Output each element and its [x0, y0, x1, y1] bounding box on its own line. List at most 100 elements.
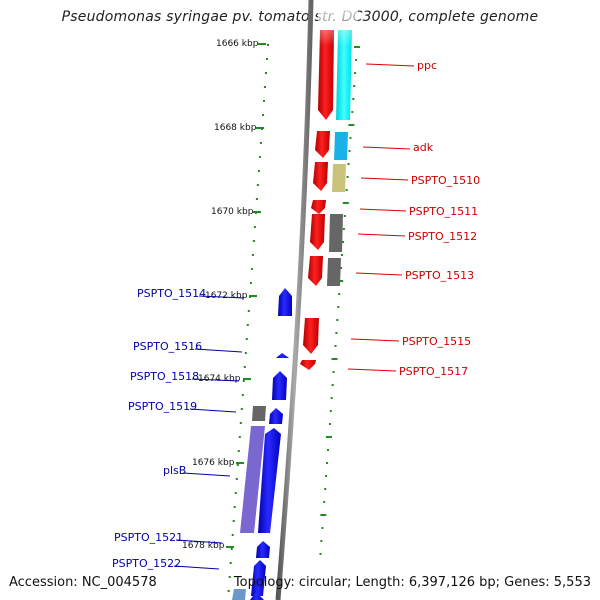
- tick-dot: [338, 293, 341, 295]
- feature-gray-reverse: [252, 406, 266, 421]
- gene-pspto-1522[interactable]: [251, 560, 266, 596]
- tick-dot: [343, 215, 346, 217]
- label-pspto-1513: PSPTO_1513: [405, 269, 474, 282]
- tick-dot: [347, 163, 350, 165]
- tick-dot: [354, 72, 357, 74]
- label-ppc: ppc: [417, 59, 437, 72]
- tick-dot: [239, 422, 242, 424]
- gene-pspto-1516[interactable]: [276, 353, 289, 358]
- gene-pspto-1518[interactable]: [272, 371, 287, 400]
- tick-dot: [233, 506, 236, 508]
- map-title: Pseudomonas syringae pv. tomato str. DC3…: [61, 9, 539, 25]
- label-pspto-1515: PSPTO_1515: [402, 335, 471, 348]
- gene-pspto-1513[interactable]: [308, 256, 323, 286]
- gene-ppc[interactable]: [318, 30, 334, 120]
- tick-dot: [319, 553, 322, 555]
- tick-dot: [237, 450, 240, 452]
- label-pspto-1522: PSPTO_1522: [112, 557, 181, 570]
- reverse-gene-labels: PSPTO_1514 PSPTO_1516 PSPTO_1518 PSPTO_1…: [112, 287, 245, 570]
- tick-dot: [249, 282, 252, 284]
- tick-dot: [327, 449, 329, 451]
- tick-dot: [320, 540, 323, 542]
- gene-pspto-1515[interactable]: [303, 318, 319, 354]
- ruler-label-1676: 1676 kbp: [192, 458, 235, 468]
- tick-dot: [251, 254, 254, 256]
- gene-pspto-1510[interactable]: [313, 162, 328, 191]
- tick-dot: [337, 306, 340, 308]
- forward-gene-labels: ppc adk PSPTO_1510 PSPTO_1511 PSPTO_1512…: [347, 59, 480, 378]
- reverse-strand-genes: [250, 288, 292, 600]
- label-pspto-1516: PSPTO_1516: [133, 340, 202, 353]
- gene-pspto-1512[interactable]: [310, 214, 325, 250]
- tick-dot: [342, 228, 345, 230]
- feature-gray-2: [327, 258, 341, 286]
- tick-dot: [354, 46, 360, 48]
- tick-dot: [227, 590, 230, 592]
- gene-adk[interactable]: [315, 131, 330, 158]
- tick-dot: [241, 394, 244, 396]
- tick-dot: [240, 408, 243, 410]
- tick-dot: [228, 576, 231, 578]
- tick-dot: [335, 332, 338, 334]
- tick-dot: [229, 562, 232, 564]
- tick-dot: [245, 338, 248, 340]
- tick-dot: [342, 202, 349, 204]
- tick-dot: [325, 475, 328, 477]
- label-pspto-1521: PSPTO_1521: [114, 531, 183, 544]
- genome-backbone: [275, 0, 314, 600]
- ruler-labels: 1666 kbp 1668 kbp 1670 kbp 1672 kbp 1674…: [182, 39, 266, 551]
- feature-olive: [332, 164, 346, 192]
- tick-dot: [352, 98, 355, 100]
- tick-dot: [250, 268, 253, 270]
- tick-dot: [255, 198, 258, 200]
- tick-dot: [243, 366, 246, 368]
- tick-dot: [247, 310, 250, 312]
- gene-pspto-1511[interactable]: [311, 200, 326, 214]
- tick-dot: [348, 124, 355, 126]
- tick-dot: [353, 85, 356, 87]
- tick-dot: [345, 189, 348, 191]
- tick-dot: [244, 352, 247, 354]
- feature-cyan-top: [336, 30, 352, 120]
- tick-dot: [230, 548, 233, 550]
- tick-dot: [340, 267, 343, 269]
- tick-dot: [246, 324, 249, 326]
- reverse-features: [232, 406, 266, 600]
- label-pspto-1514: PSPTO_1514: [137, 287, 206, 300]
- gene-pspto-1514[interactable]: [278, 288, 292, 316]
- label-adk: adk: [413, 141, 434, 154]
- label-pspto-1519: PSPTO_1519: [128, 400, 197, 413]
- tick-dot: [264, 86, 266, 88]
- forward-strand-genes: [300, 30, 334, 370]
- tick-dot: [263, 100, 265, 102]
- ruler-label-1672: 1672 kbp: [205, 291, 248, 301]
- label-pspto-1517: PSPTO_1517: [399, 365, 468, 378]
- feature-steel: [232, 589, 246, 600]
- tick-dot: [323, 501, 326, 503]
- gene-pspto-1519[interactable]: [269, 408, 283, 424]
- ruler-label-1674: 1674 kbp: [198, 374, 241, 384]
- tick-dot: [351, 111, 354, 113]
- tick-dot: [355, 59, 358, 61]
- tick-dot: [234, 492, 237, 494]
- gene-pspto-1517[interactable]: [300, 360, 316, 370]
- gene-pspto-1521[interactable]: [256, 541, 270, 558]
- tick-dot: [342, 241, 344, 243]
- tick-dot: [324, 488, 327, 490]
- tick-dot: [252, 240, 255, 242]
- ruler-label-1678: 1678 kbp: [182, 541, 225, 551]
- tick-dot: [232, 520, 235, 522]
- tick-dot: [236, 464, 239, 466]
- tick-dot: [325, 436, 332, 438]
- feature-cyan-small: [334, 132, 348, 160]
- label-pspto-1511: PSPTO_1511: [409, 205, 478, 218]
- gene-bottom[interactable]: [250, 592, 264, 600]
- tick-dot: [326, 462, 328, 464]
- forward-features: [318, 0, 358, 286]
- tick-dot: [349, 137, 352, 139]
- tick-dot: [331, 358, 338, 360]
- tick-dot: [253, 226, 256, 228]
- tick-dot: [262, 114, 264, 116]
- gene-plsb[interactable]: [258, 428, 281, 533]
